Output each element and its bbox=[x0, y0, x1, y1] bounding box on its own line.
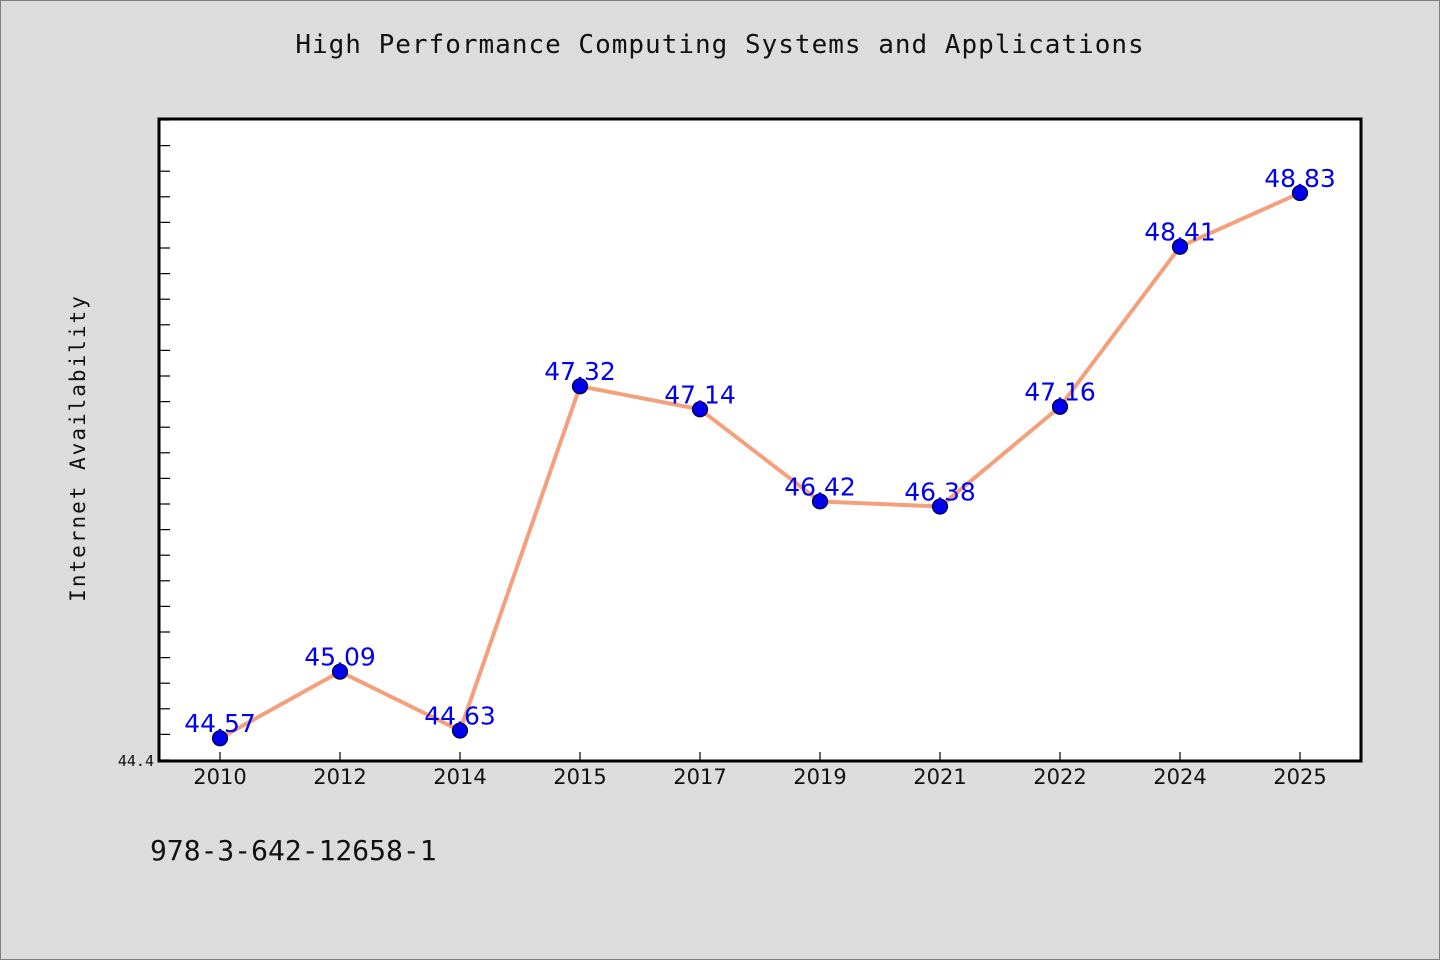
x-tick-label: 2012 bbox=[313, 765, 366, 789]
x-tick-label: 2015 bbox=[553, 765, 606, 789]
y-tick-label: 44.4 bbox=[118, 752, 154, 770]
data-point bbox=[1291, 184, 1309, 202]
data-label: 44.63 bbox=[424, 702, 496, 731]
data-point bbox=[811, 493, 829, 510]
data-point bbox=[691, 401, 709, 418]
data-point bbox=[211, 730, 229, 747]
x-tick-label: 2021 bbox=[913, 765, 966, 789]
x-tick-label: 2019 bbox=[793, 765, 846, 789]
x-axis-tick-labels: 2010 2012 2014 2015 2017 2019 2021 2022 2024 2025 bbox=[193, 765, 1326, 789]
x-tick-label: 2022 bbox=[1033, 765, 1086, 789]
data-point bbox=[1051, 398, 1069, 415]
isbn-label: 978-3-642-12658-1 bbox=[150, 834, 437, 867]
data-label: 48.41 bbox=[1144, 218, 1216, 247]
series-line bbox=[218, 190, 1302, 741]
data-label: 48.83 bbox=[1264, 164, 1336, 193]
data-label: 44.57 bbox=[184, 709, 256, 738]
data-label: 47.14 bbox=[664, 380, 736, 409]
data-label: 46.38 bbox=[904, 478, 976, 507]
x-tick-label: 2024 bbox=[1153, 765, 1206, 789]
data-point bbox=[331, 663, 349, 680]
plot-area bbox=[157, 117, 1363, 763]
x-axis-ticks bbox=[219, 752, 1301, 760]
data-markers bbox=[211, 184, 1309, 747]
data-label: 47.32 bbox=[544, 357, 616, 386]
data-label: 47.16 bbox=[1024, 378, 1096, 407]
data-point bbox=[451, 722, 469, 739]
data-label: 45.09 bbox=[304, 643, 376, 672]
y-axis-tick-labels: 44.4 bbox=[118, 752, 154, 770]
data-labels-group: 44.57 45.09 44.63 47.32 47.14 46.42 46.38 47.16… bbox=[184, 164, 1336, 738]
series-line-group bbox=[218, 190, 1302, 741]
x-tick-label: 2010 bbox=[193, 765, 246, 789]
chart-title: High Performance Computing Systems and A… bbox=[295, 30, 1145, 60]
data-point bbox=[1171, 238, 1189, 255]
data-point bbox=[931, 498, 949, 515]
x-tick-label: 2017 bbox=[673, 765, 726, 789]
x-tick-label: 2014 bbox=[433, 765, 486, 789]
data-point bbox=[571, 378, 589, 395]
x-tick-label: 2025 bbox=[1273, 765, 1326, 789]
y-axis-ticks bbox=[160, 119, 170, 761]
data-label: 46.42 bbox=[784, 472, 856, 501]
